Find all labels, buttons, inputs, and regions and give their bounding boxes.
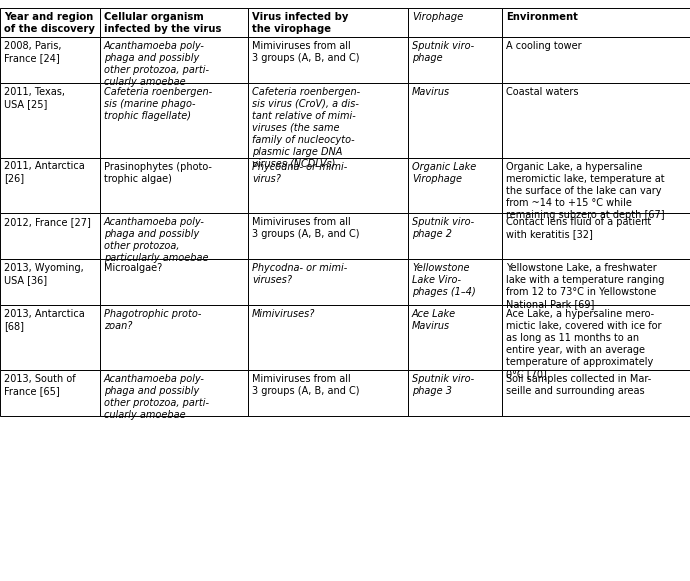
Bar (502, 213, 690, 259)
Text: Yellowstone Lake, a freshwater
lake with a temperature ranging
from 12 to 73°C i: Yellowstone Lake, a freshwater lake with… (506, 263, 664, 309)
Bar (100, 8, 248, 37)
Text: Cellular organism
infected by the virus: Cellular organism infected by the virus (104, 12, 221, 34)
Bar (100, 83, 248, 157)
Text: Mimiviruses from all
3 groups (A, B, and C): Mimiviruses from all 3 groups (A, B, and… (252, 217, 359, 239)
Text: Phycodna- or mimi-
virus?: Phycodna- or mimi- virus? (252, 162, 347, 184)
Text: Soil samples collected in Mar-
seille and surrounding areas: Soil samples collected in Mar- seille an… (506, 374, 651, 396)
Text: Organic Lake
Virophage: Organic Lake Virophage (412, 162, 476, 184)
Bar (248, 259, 408, 305)
Text: Organic Lake, a hypersaline
meromictic lake, temperature at
the surface of the l: Organic Lake, a hypersaline meromictic l… (506, 162, 664, 220)
Bar (0, 305, 100, 370)
Bar (100, 259, 248, 305)
Text: Coastal waters: Coastal waters (506, 87, 578, 97)
Text: Phagotrophic proto-
zoan?: Phagotrophic proto- zoan? (104, 309, 201, 331)
Bar (100, 213, 248, 259)
Bar (408, 305, 502, 370)
Text: 2013, South of
France [65]: 2013, South of France [65] (4, 374, 76, 396)
Text: Mimiviruses from all
3 groups (A, B, and C): Mimiviruses from all 3 groups (A, B, and… (252, 374, 359, 396)
Bar (408, 213, 502, 259)
Text: Ace Lake
Mavirus: Ace Lake Mavirus (412, 309, 456, 331)
Text: Mimiviruses?: Mimiviruses? (252, 309, 315, 319)
Bar (100, 37, 248, 83)
Text: Microalgae?: Microalgae? (104, 263, 162, 273)
Text: Acanthamoeba poly-
phaga and possibly
other protozoa, parti-
cularly amoebae: Acanthamoeba poly- phaga and possibly ot… (104, 374, 209, 420)
Bar (248, 83, 408, 157)
Text: Sputnik viro-
phage: Sputnik viro- phage (412, 41, 474, 63)
Bar (100, 370, 248, 416)
Text: Virophage: Virophage (412, 12, 463, 22)
Bar (0, 370, 100, 416)
Bar (248, 8, 408, 37)
Bar (502, 8, 690, 37)
Text: Contact lens fluid of a patient
with keratitis [32]: Contact lens fluid of a patient with ker… (506, 217, 651, 239)
Bar (408, 259, 502, 305)
Text: Phycodna- or mimi-
viruses?: Phycodna- or mimi- viruses? (252, 263, 347, 285)
Text: Yellowstone
Lake Viro-
phages (1–4): Yellowstone Lake Viro- phages (1–4) (412, 263, 475, 297)
Bar (248, 157, 408, 213)
Text: A cooling tower: A cooling tower (506, 41, 582, 51)
Text: Prasinophytes (photo-
trophic algae): Prasinophytes (photo- trophic algae) (104, 162, 212, 184)
Text: Ace Lake, a hypersaline mero-
mictic lake, covered with ice for
as long as 11 mo: Ace Lake, a hypersaline mero- mictic lak… (506, 309, 662, 379)
Bar (502, 37, 690, 83)
Bar (408, 370, 502, 416)
Text: 2012, France [27]: 2012, France [27] (4, 217, 91, 227)
Text: Cafeteria roenbergen-
sis virus (CroV), a dis-
tant relative of mimi-
viruses (t: Cafeteria roenbergen- sis virus (CroV), … (252, 87, 360, 169)
Bar (248, 37, 408, 83)
Text: Virus infected by
the virophage: Virus infected by the virophage (252, 12, 348, 34)
Text: Mimiviruses from all
3 groups (A, B, and C): Mimiviruses from all 3 groups (A, B, and… (252, 41, 359, 63)
Text: Acanthamoeba poly-
phaga and possibly
other protozoa,
particularly amoebae: Acanthamoeba poly- phaga and possibly ot… (104, 217, 208, 263)
Bar (248, 305, 408, 370)
Bar (0, 213, 100, 259)
Bar (502, 259, 690, 305)
Text: 2011, Antarctica
[26]: 2011, Antarctica [26] (4, 162, 85, 184)
Bar (408, 37, 502, 83)
Bar (0, 259, 100, 305)
Bar (248, 370, 408, 416)
Bar (502, 305, 690, 370)
Bar (502, 370, 690, 416)
Bar (408, 8, 502, 37)
Bar (502, 157, 690, 213)
Bar (0, 157, 100, 213)
Bar (408, 157, 502, 213)
Text: 2013, Wyoming,
USA [36]: 2013, Wyoming, USA [36] (4, 263, 83, 285)
Bar (408, 83, 502, 157)
Bar (502, 83, 690, 157)
Text: Mavirus: Mavirus (412, 87, 450, 97)
Bar (100, 157, 248, 213)
Bar (248, 213, 408, 259)
Text: Sputnik viro-
phage 2: Sputnik viro- phage 2 (412, 217, 474, 239)
Bar (0, 8, 100, 37)
Text: 2013, Antarctica
[68]: 2013, Antarctica [68] (4, 309, 85, 331)
Text: Sputnik viro-
phage 3: Sputnik viro- phage 3 (412, 374, 474, 396)
Text: Acanthamoeba poly-
phaga and possibly
other protozoa, parti-
cularly amoebae: Acanthamoeba poly- phaga and possibly ot… (104, 41, 209, 87)
Bar (100, 305, 248, 370)
Text: Cafeteria roenbergen-
sis (marine phago-
trophic flagellate): Cafeteria roenbergen- sis (marine phago-… (104, 87, 212, 121)
Text: Environment: Environment (506, 12, 578, 22)
Bar (0, 37, 100, 83)
Bar (0, 83, 100, 157)
Text: Year and region
of the discovery: Year and region of the discovery (4, 12, 95, 34)
Text: 2008, Paris,
France [24]: 2008, Paris, France [24] (4, 41, 61, 63)
Text: 2011, Texas,
USA [25]: 2011, Texas, USA [25] (4, 87, 65, 109)
